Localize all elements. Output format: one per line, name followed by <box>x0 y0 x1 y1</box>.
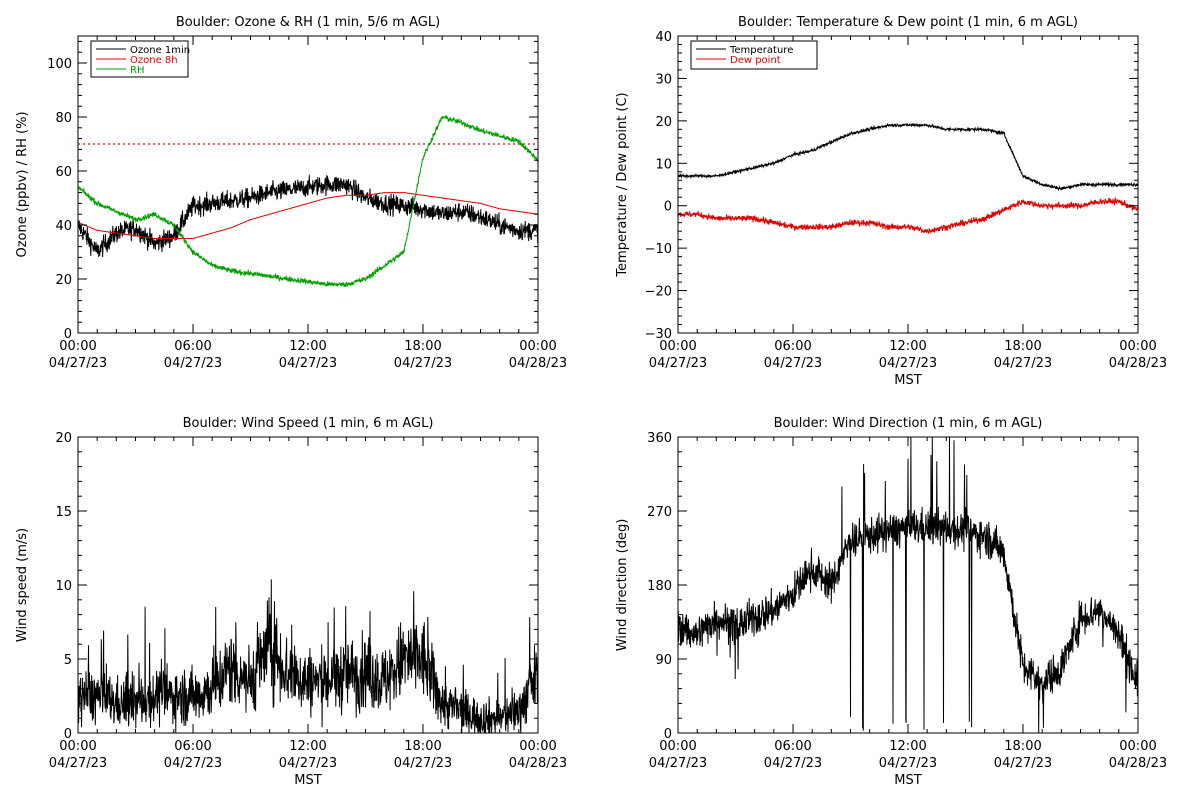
series-line-temperature <box>678 122 1138 192</box>
panel-ozone: Boulder: Ozone & RH (1 min, 5/6 m AGL) 0 2… <box>15 15 567 371</box>
x-tick-date: 04/28/23 <box>1109 356 1167 371</box>
y-tick-label: 360 <box>647 431 672 446</box>
x-tick-time: 00:00 <box>1119 339 1156 354</box>
panel-wdir: Boulder: Wind Direction (1 min, 6 m AGL)… <box>615 416 1167 788</box>
x-tick-time: 12:00 <box>889 339 926 354</box>
y-tick-label: 270 <box>647 505 672 520</box>
y-tick-label: 10 <box>55 579 72 594</box>
series-line-series <box>678 437 1138 733</box>
x-tick-date: 04/27/23 <box>879 356 937 371</box>
y-tick-label: 20 <box>55 273 72 288</box>
y-tick-label: 0 <box>664 200 672 215</box>
panel-title: Boulder: Wind Speed (1 min, 6 m AGL) <box>183 416 434 431</box>
x-tick-time: 18:00 <box>404 339 441 354</box>
y-axis-label: Ozone (ppbv) / RH (%) <box>15 111 30 257</box>
legend-box <box>690 40 818 70</box>
series-line-ozone-8h <box>78 192 538 239</box>
x-tick-date: 04/27/23 <box>649 756 707 771</box>
x-tick-time: 06:00 <box>174 739 211 754</box>
x-tick-time: 00:00 <box>659 739 696 754</box>
x-tick-date: 04/27/23 <box>279 756 337 771</box>
x-tick-time: 18:00 <box>1004 339 1041 354</box>
x-tick-date: 04/28/23 <box>509 756 567 771</box>
y-tick-label: 15 <box>55 505 72 520</box>
x-tick-date: 04/27/23 <box>764 356 822 371</box>
x-tick-date: 04/27/23 <box>394 356 452 371</box>
legend-label: Temperature <box>729 45 793 56</box>
x-tick-time: 00:00 <box>659 339 696 354</box>
y-tick-label: 20 <box>55 431 72 446</box>
x-tick-date: 04/27/23 <box>994 356 1052 371</box>
x-tick-date: 04/27/23 <box>164 356 222 371</box>
y-tick-label: 90 <box>655 653 672 668</box>
y-axis-label: Wind speed (m/s) <box>15 528 30 642</box>
legend-label: RH <box>130 65 144 76</box>
y-tick-label: 80 <box>55 111 72 126</box>
y-tick-label: −30 <box>645 327 672 342</box>
x-axis-label: MST <box>894 373 921 388</box>
legend-label: Ozone 8h <box>130 55 178 66</box>
y-axis-label: Temperature / Dew point (C) <box>615 92 630 277</box>
x-tick-time: 06:00 <box>774 739 811 754</box>
y-tick-label: 100 <box>47 57 72 72</box>
x-tick-date: 04/27/23 <box>49 756 107 771</box>
x-tick-time: 00:00 <box>519 339 556 354</box>
y-tick-label: 40 <box>655 30 672 45</box>
series-line-dew-point <box>678 196 1138 235</box>
y-tick-label: −10 <box>645 242 672 257</box>
y-tick-label: 5 <box>64 653 72 668</box>
x-tick-time: 12:00 <box>889 739 926 754</box>
x-tick-time: 00:00 <box>59 739 96 754</box>
y-tick-label: 0 <box>64 727 72 742</box>
panel-title: Boulder: Temperature & Dew point (1 min,… <box>738 15 1078 30</box>
x-tick-date: 04/27/23 <box>994 756 1052 771</box>
plot-frame <box>677 35 1139 334</box>
y-tick-label: −20 <box>645 285 672 300</box>
y-tick-label: 180 <box>647 579 672 594</box>
x-tick-time: 06:00 <box>774 339 811 354</box>
y-tick-label: 10 <box>655 157 672 172</box>
panel-title: Boulder: Wind Direction (1 min, 6 m AGL) <box>774 416 1043 431</box>
y-tick-label: 0 <box>64 327 72 342</box>
x-axis-label: MST <box>294 773 321 788</box>
panel-temp: Boulder: Temperature & Dew point (1 min,… <box>615 15 1167 388</box>
x-tick-time: 12:00 <box>289 739 326 754</box>
x-tick-time: 12:00 <box>289 339 326 354</box>
x-tick-date: 04/27/23 <box>649 356 707 371</box>
x-tick-time: 06:00 <box>174 339 211 354</box>
x-tick-date: 04/28/23 <box>1109 756 1167 771</box>
x-tick-date: 04/27/23 <box>164 756 222 771</box>
legend-label: Dew point <box>730 55 781 66</box>
x-tick-date: 04/27/23 <box>49 356 107 371</box>
x-tick-time: 18:00 <box>404 739 441 754</box>
y-tick-label: 60 <box>55 165 72 180</box>
y-tick-label: 30 <box>655 72 672 87</box>
y-tick-label: 40 <box>55 219 72 234</box>
series-line-series <box>78 579 538 733</box>
legend-label: Ozone 1min <box>130 45 190 56</box>
x-tick-time: 00:00 <box>519 739 556 754</box>
y-tick-label: 20 <box>655 115 672 130</box>
panel-wspd: Boulder: Wind Speed (1 min, 6 m AGL) 0 5 10… <box>15 416 567 788</box>
series-line-rh <box>78 115 538 288</box>
x-axis-label: MST <box>894 773 921 788</box>
x-tick-date: 04/27/23 <box>394 756 452 771</box>
x-tick-time: 00:00 <box>59 339 96 354</box>
x-tick-date: 04/27/23 <box>764 756 822 771</box>
x-tick-time: 18:00 <box>1004 739 1041 754</box>
x-tick-date: 04/27/23 <box>879 756 937 771</box>
x-tick-date: 04/28/23 <box>509 356 567 371</box>
x-tick-time: 00:00 <box>1119 739 1156 754</box>
x-tick-date: 04/27/23 <box>279 356 337 371</box>
y-tick-label: 0 <box>664 727 672 742</box>
series-line-ozone-1min <box>78 174 538 258</box>
y-axis-label: Wind direction (deg) <box>615 519 630 652</box>
panel-title: Boulder: Ozone & RH (1 min, 5/6 m AGL) <box>176 15 440 30</box>
